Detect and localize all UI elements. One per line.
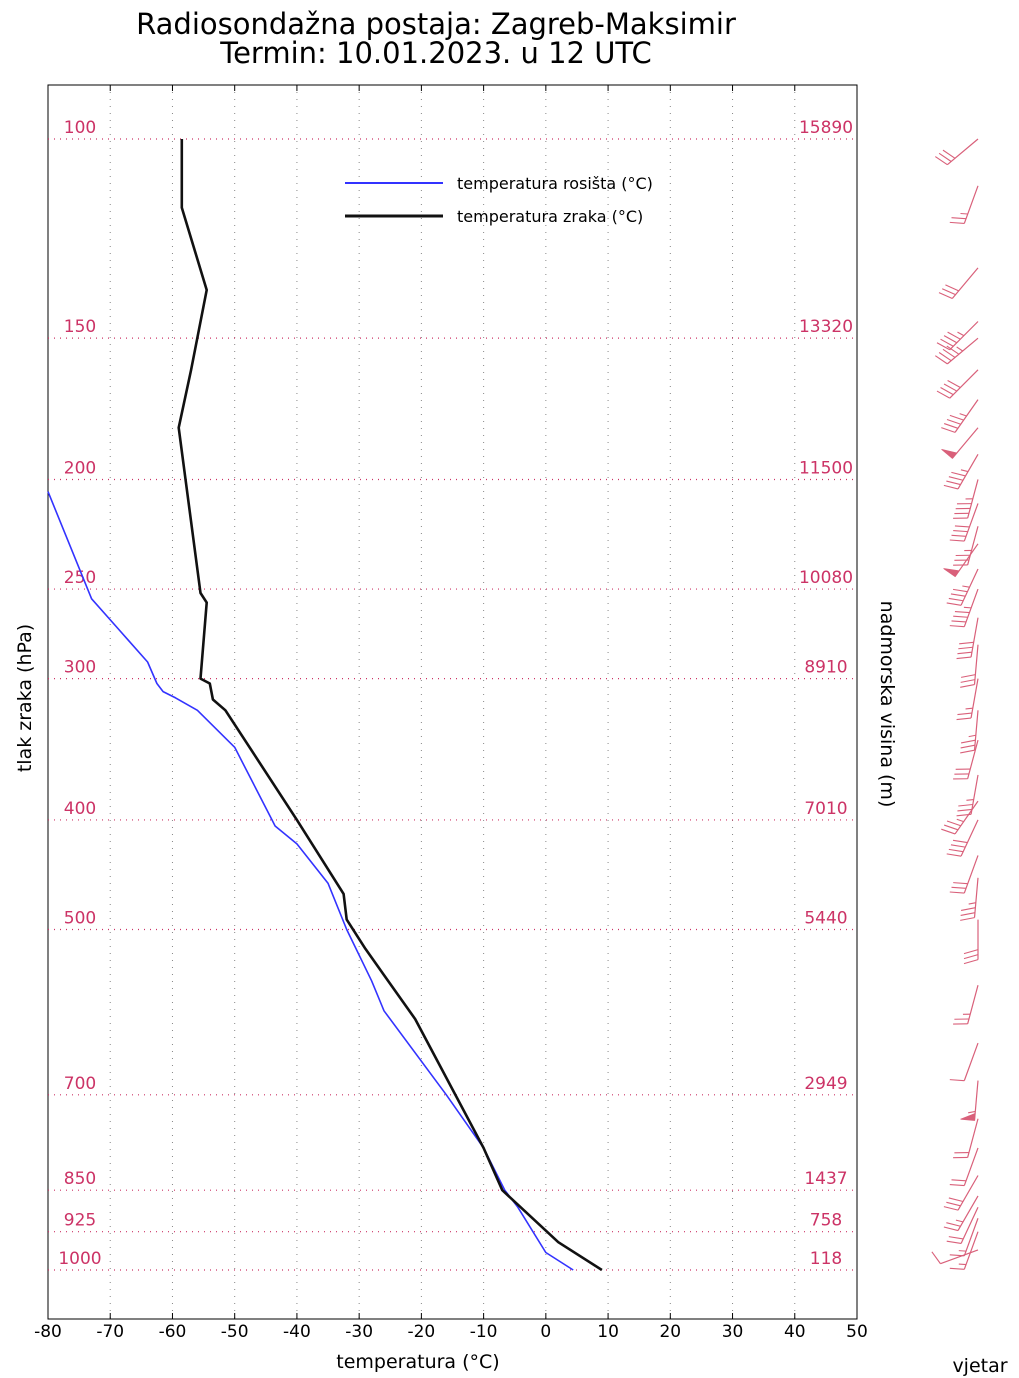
x-tick-label: 0 bbox=[540, 1322, 551, 1342]
wind-barb bbox=[949, 1231, 979, 1270]
legend-dewpoint-label: temperatura rosišta (°C) bbox=[457, 174, 653, 193]
plot-frame bbox=[47, 84, 858, 1320]
wind-barb bbox=[953, 739, 979, 780]
wind-barb bbox=[934, 138, 979, 166]
wind-barb bbox=[949, 855, 979, 894]
wind-barb bbox=[946, 1206, 979, 1245]
height-label: 7010 bbox=[804, 799, 847, 819]
x-axis-ticks: -80 -70 -60 -50 -40 -30 -20 -10 0 10 20 30 40 50 bbox=[34, 85, 868, 1342]
wind-barb bbox=[941, 427, 979, 459]
x-tick-label: -20 bbox=[407, 1322, 435, 1342]
chart-title-line2: Termin: 10.01.2023. u 12 UTC bbox=[219, 36, 651, 70]
height-label: 1437 bbox=[804, 1169, 847, 1189]
pressure-label: 400 bbox=[64, 799, 96, 819]
height-label: 5440 bbox=[804, 909, 847, 929]
wind-barb bbox=[953, 1118, 979, 1159]
wind-barb bbox=[949, 1147, 979, 1187]
wind-barb bbox=[941, 399, 979, 433]
wind-barb bbox=[934, 337, 979, 365]
y-axis-label-right: nadmorska visina (m) bbox=[876, 601, 898, 808]
pressure-label: 850 bbox=[64, 1169, 96, 1189]
height-label: 15890 bbox=[799, 118, 853, 138]
wind-barbs bbox=[931, 138, 979, 1270]
x-tick-label: 20 bbox=[659, 1322, 681, 1342]
height-label: 758 bbox=[810, 1211, 842, 1231]
x-tick-label: 50 bbox=[846, 1322, 868, 1342]
pressure-label: 500 bbox=[64, 909, 96, 929]
wind-barb bbox=[960, 1080, 979, 1121]
pressure-label: 1000 bbox=[58, 1249, 101, 1269]
x-tick-label: 30 bbox=[722, 1322, 744, 1342]
x-axis-label: temperatura (°C) bbox=[336, 1351, 499, 1373]
wind-barb bbox=[936, 321, 979, 351]
pressure-level-lines: 100 15890 150 13320 200 11500 250 10080 300 8910 4… bbox=[48, 118, 857, 1271]
height-label: 10080 bbox=[799, 568, 853, 588]
wind-barb bbox=[943, 453, 979, 490]
pressure-label: 200 bbox=[64, 458, 96, 478]
pressure-label: 925 bbox=[64, 1211, 96, 1231]
x-tick-label: 40 bbox=[784, 1322, 806, 1342]
wind-barb bbox=[949, 1042, 979, 1082]
chart-title-line1: Radiosondažna postaja: Zagreb-Maksimir bbox=[136, 7, 736, 41]
wind-barb bbox=[943, 1195, 979, 1232]
wind-barb bbox=[946, 819, 979, 857]
pressure-label: 100 bbox=[64, 118, 96, 138]
height-label: 2949 bbox=[804, 1074, 847, 1094]
temperature-line bbox=[177, 139, 603, 1272]
x-tick-label: -30 bbox=[345, 1322, 373, 1342]
wind-axis-label: vjetar bbox=[952, 1355, 1007, 1377]
wind-barb bbox=[953, 479, 979, 519]
height-label: 11500 bbox=[799, 458, 853, 478]
dewpoint-line bbox=[47, 491, 574, 1271]
wind-barb bbox=[960, 710, 979, 754]
wind-barb bbox=[949, 588, 979, 628]
x-tick-label: 10 bbox=[597, 1322, 619, 1342]
pressure-label: 300 bbox=[64, 658, 96, 678]
legend: temperatura rosišta (°C) temperatura zra… bbox=[345, 174, 653, 226]
wind-barb bbox=[960, 644, 979, 688]
wind-barb bbox=[953, 985, 979, 1025]
pressure-label: 700 bbox=[64, 1074, 96, 1094]
wind-barb bbox=[949, 1218, 979, 1257]
grid-lines bbox=[109, 85, 796, 1319]
wind-barb bbox=[956, 617, 979, 660]
y-axis-label: tlak zraka (hPa) bbox=[14, 624, 36, 772]
wind-barb bbox=[963, 919, 979, 965]
height-label: 118 bbox=[810, 1249, 842, 1269]
wind-barb bbox=[960, 877, 979, 921]
wind-barb bbox=[956, 774, 979, 817]
wind-barb bbox=[946, 568, 979, 606]
height-label: 13320 bbox=[799, 317, 853, 337]
legend-temperature-label: temperatura zraka (°C) bbox=[457, 207, 643, 226]
wind-barb bbox=[936, 369, 979, 399]
pressure-label: 150 bbox=[64, 317, 96, 337]
wind-barb bbox=[953, 526, 979, 566]
x-tick-label: -10 bbox=[470, 1322, 498, 1342]
x-tick-label: -70 bbox=[96, 1322, 124, 1342]
wind-barb bbox=[949, 503, 979, 542]
pressure-label: 250 bbox=[64, 568, 96, 588]
x-tick-label: -50 bbox=[221, 1322, 249, 1342]
x-tick-label: -60 bbox=[159, 1322, 187, 1342]
wind-barb bbox=[956, 678, 979, 721]
wind-barb bbox=[943, 1175, 979, 1211]
x-tick-label: -40 bbox=[283, 1322, 311, 1342]
wind-barb bbox=[941, 800, 979, 835]
wind-barb bbox=[938, 267, 979, 300]
data-series bbox=[47, 139, 603, 1272]
wind-barb bbox=[931, 1249, 979, 1265]
x-tick-label: -80 bbox=[34, 1322, 62, 1342]
height-label: 8910 bbox=[804, 658, 847, 678]
wind-barb bbox=[949, 185, 979, 224]
